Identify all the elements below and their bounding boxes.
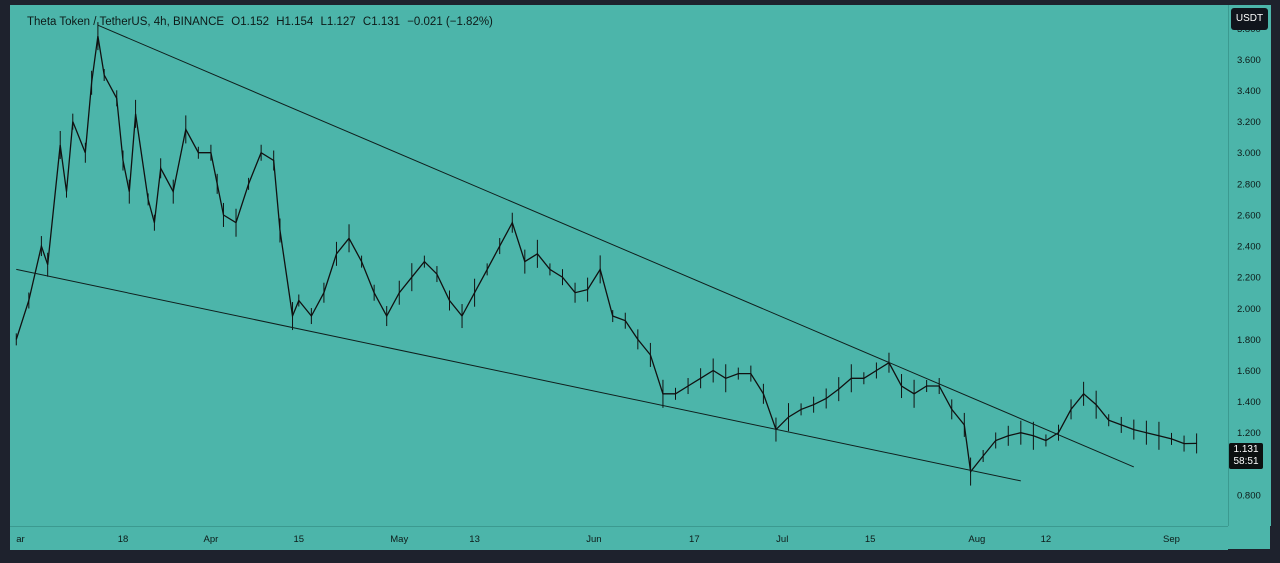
time-tick-label: Sep (1163, 534, 1180, 545)
symbol-title: Theta Token / TetherUS, 4h, BINANCE (27, 16, 225, 28)
price-tick-label: 2.200 (1237, 273, 1261, 284)
chart-pane[interactable]: Theta Token / TetherUS, 4h, BINANCE O1.1… (10, 5, 1228, 526)
time-tick-label: 13 (469, 534, 480, 545)
price-chart[interactable] (10, 5, 1228, 526)
last-price-tag: 1.131 58:51 (1229, 443, 1263, 469)
close-value: C1.131 (362, 16, 401, 28)
symbol-legend: Theta Token / TetherUS, 4h, BINANCE O1.1… (27, 16, 497, 28)
price-tick-label: 3.400 (1237, 86, 1261, 97)
price-line (15, 35, 1197, 474)
trendlines (16, 24, 1135, 482)
time-tick-label: Aug (968, 534, 985, 545)
time-tick-label: Apr (204, 534, 219, 545)
price-tick-label: 3.600 (1237, 55, 1261, 66)
time-tick-label: 15 (294, 534, 305, 545)
time-tick-label: 15 (865, 534, 876, 545)
price-tick-label: 2.000 (1237, 304, 1261, 315)
last-price-value: 1.131 (1233, 444, 1259, 455)
low-value: L1.127 (320, 16, 356, 28)
price-tick-label: 1.800 (1237, 335, 1261, 346)
time-tick-label: ar (16, 534, 24, 545)
change-value: −0.021 (−1.82%) (407, 16, 493, 28)
axis-corner (1228, 526, 1270, 549)
price-tick-label: 1.600 (1237, 366, 1261, 377)
time-tick-label: 12 (1041, 534, 1052, 545)
time-tick-label: Jul (776, 534, 788, 545)
time-tick-label: May (390, 534, 408, 545)
trendline[interactable] (16, 268, 1021, 482)
price-tick-label: 0.800 (1237, 490, 1261, 501)
time-tick-label: Jun (586, 534, 601, 545)
price-tick-label: 2.600 (1237, 210, 1261, 221)
open-value: O1.152 (231, 16, 270, 28)
price-tick-label: 2.400 (1237, 242, 1261, 253)
price-tick-label: 1.200 (1237, 428, 1261, 439)
time-tick-label: 17 (689, 534, 700, 545)
price-axis[interactable]: 0.8001.0001.2001.4001.6001.8002.0002.200… (1228, 5, 1271, 526)
price-tick-label: 3.200 (1237, 117, 1261, 128)
high-value: H1.154 (276, 16, 314, 28)
time-axis-labels: ar 18 Apr 15 May 13 Jun 17 Jul 15 Aug 12 Sep (16, 534, 1180, 545)
price-tick-label: 3.000 (1237, 148, 1261, 159)
price-tick-label: 1.400 (1237, 397, 1261, 408)
trendline[interactable] (97, 24, 1135, 468)
time-axis[interactable]: ar 18 Apr 15 May 13 Jun 17 Jul 15 Aug 12 Sep (10, 526, 1228, 550)
currency-badge[interactable]: USDT (1231, 8, 1268, 30)
price-tick-label: 2.800 (1237, 179, 1261, 190)
bar-countdown: 58:51 (1233, 456, 1259, 467)
price-series (15, 22, 1198, 486)
time-tick-label: 18 (118, 534, 129, 545)
